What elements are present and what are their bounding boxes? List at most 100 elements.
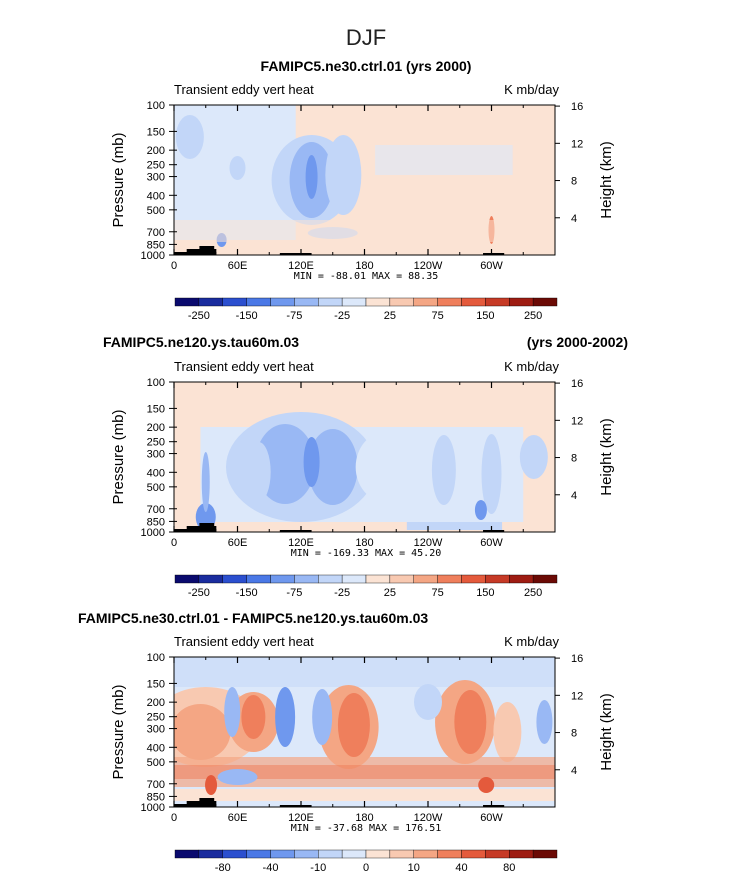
contour-region — [174, 704, 231, 760]
colorbar-swatch — [198, 574, 223, 584]
colorbar-swatch — [413, 574, 438, 584]
colorbar-swatch — [389, 297, 414, 307]
minmax-label: MIN = -169.33 MAX = 45.20 — [291, 548, 442, 559]
contour-region — [307, 429, 358, 505]
y-tick-label: 250 — [147, 160, 165, 172]
x-tick-label: 180 — [355, 537, 373, 549]
y2-tick-label: 12 — [571, 415, 583, 427]
colorbar: -250 -150 -75 -25 25 75 150 250 — [174, 574, 558, 599]
colorbar-label: 150 — [476, 310, 494, 322]
contour-region — [241, 695, 266, 739]
subtitle-right: K mb/day — [504, 359, 559, 374]
colorbar-label: 25 — [384, 310, 396, 322]
page-title: DJF — [346, 25, 386, 50]
colorbar-swatch — [222, 574, 247, 584]
panel-difference: FAMIPC5.ne30.ctrl.01 - FAMIPC5.ne120.ys.… — [78, 610, 615, 874]
topography-block — [279, 253, 312, 255]
colorbar-swatch — [174, 297, 200, 307]
contour-region — [519, 435, 548, 479]
x-tick-label: 60W — [480, 537, 503, 549]
colorbar-swatch — [389, 849, 414, 859]
y-tick-label: 200 — [147, 422, 165, 434]
x-tick-label: 120W — [414, 537, 443, 549]
colorbar-label: 0 — [363, 862, 369, 874]
y-tick-label: 700 — [147, 504, 165, 516]
colorbar-swatch — [318, 297, 343, 307]
y-tick-label: 100 — [147, 100, 165, 112]
y-tick-label: 400 — [147, 467, 165, 479]
y-tick-label: 300 — [147, 172, 165, 184]
topography — [174, 523, 505, 532]
y-axis-label: Pressure (mb) — [110, 132, 127, 227]
colorbar-label: -80 — [215, 862, 231, 874]
colorbar-swatch — [437, 297, 462, 307]
contour-field — [174, 382, 555, 532]
y-tick-label: 100 — [147, 652, 165, 664]
contour-region — [275, 687, 296, 747]
x-tick-label: 0 — [171, 537, 177, 549]
subtitle-left: Transient eddy vert heat — [174, 634, 314, 649]
y2-tick-label: 8 — [571, 453, 577, 465]
colorbar-label: -10 — [310, 862, 326, 874]
panel-title: FAMIPC5.ne120.ys.tau60m.03 — [103, 334, 299, 350]
minmax-label: MIN = -88.01 MAX = 88.35 — [294, 271, 439, 282]
colorbar-swatch — [246, 849, 271, 859]
y2-tick-label: 12 — [571, 690, 583, 702]
colorbar-label: -250 — [188, 310, 210, 322]
panel-title: FAMIPC5.ne30.ctrl.01 - FAMIPC5.ne120.ys.… — [78, 610, 428, 626]
contour-region — [325, 135, 362, 215]
contour-region — [175, 115, 204, 159]
contour-region — [205, 775, 218, 795]
subtitle-left: Transient eddy vert heat — [174, 82, 314, 97]
colorbar-swatch — [222, 849, 247, 859]
y-tick-label: 300 — [147, 449, 165, 461]
topography-block — [279, 805, 312, 807]
subtitle-right: K mb/day — [504, 634, 559, 649]
contour-region — [303, 437, 320, 487]
contour-region — [217, 769, 258, 785]
contour-region — [229, 156, 246, 180]
contour-region — [414, 684, 442, 720]
colorbar-label: 75 — [432, 587, 444, 599]
panel-title: FAMIPC5.ne30.ctrl.01 (yrs 2000) — [261, 58, 472, 74]
y2-tick-label: 8 — [571, 176, 577, 188]
topography-block — [483, 253, 505, 255]
colorbar-label: -250 — [188, 587, 210, 599]
y-tick-label: 500 — [147, 482, 165, 494]
y-tick-label: 850 — [147, 516, 165, 528]
y-tick-label: 1000 — [141, 802, 165, 814]
y-tick-label: 250 — [147, 437, 165, 449]
colorbar-label: 75 — [432, 310, 444, 322]
colorbar-swatch — [461, 574, 486, 584]
colorbar-label: -25 — [334, 310, 350, 322]
colorbar-swatch — [270, 574, 295, 584]
x-tick-label: 60E — [228, 537, 248, 549]
x-tick-label: 180 — [355, 812, 373, 824]
colorbar-label: -40 — [263, 862, 279, 874]
y2-tick-label: 16 — [571, 653, 583, 665]
topography — [174, 246, 505, 255]
colorbar-swatch — [413, 297, 438, 307]
x-tick-label: 0 — [171, 260, 177, 272]
colorbar-label: 25 — [384, 587, 396, 599]
y2-tick-label: 4 — [571, 765, 577, 777]
colorbar-label: -75 — [286, 587, 302, 599]
contour-region — [355, 432, 416, 502]
colorbar-swatch — [365, 849, 391, 859]
x-tick-label: 120E — [288, 537, 314, 549]
x-tick-label: 60E — [228, 812, 248, 824]
colorbar-label: 40 — [455, 862, 467, 874]
colorbar-swatch — [413, 849, 438, 859]
y2-tick-label: 16 — [571, 378, 583, 390]
contour-region — [481, 434, 502, 514]
contour-region — [174, 765, 555, 779]
contour-region — [375, 145, 513, 175]
x-tick-label: 60E — [228, 260, 248, 272]
panel-title-right: (yrs 2000-2002) — [527, 334, 628, 350]
topography-block — [483, 530, 505, 532]
colorbar-swatch — [389, 574, 414, 584]
contour-region — [454, 690, 487, 754]
colorbar-swatch — [318, 849, 343, 859]
minmax-label: MIN = -37.68 MAX = 176.51 — [291, 823, 442, 834]
colorbar-swatch — [509, 574, 534, 584]
